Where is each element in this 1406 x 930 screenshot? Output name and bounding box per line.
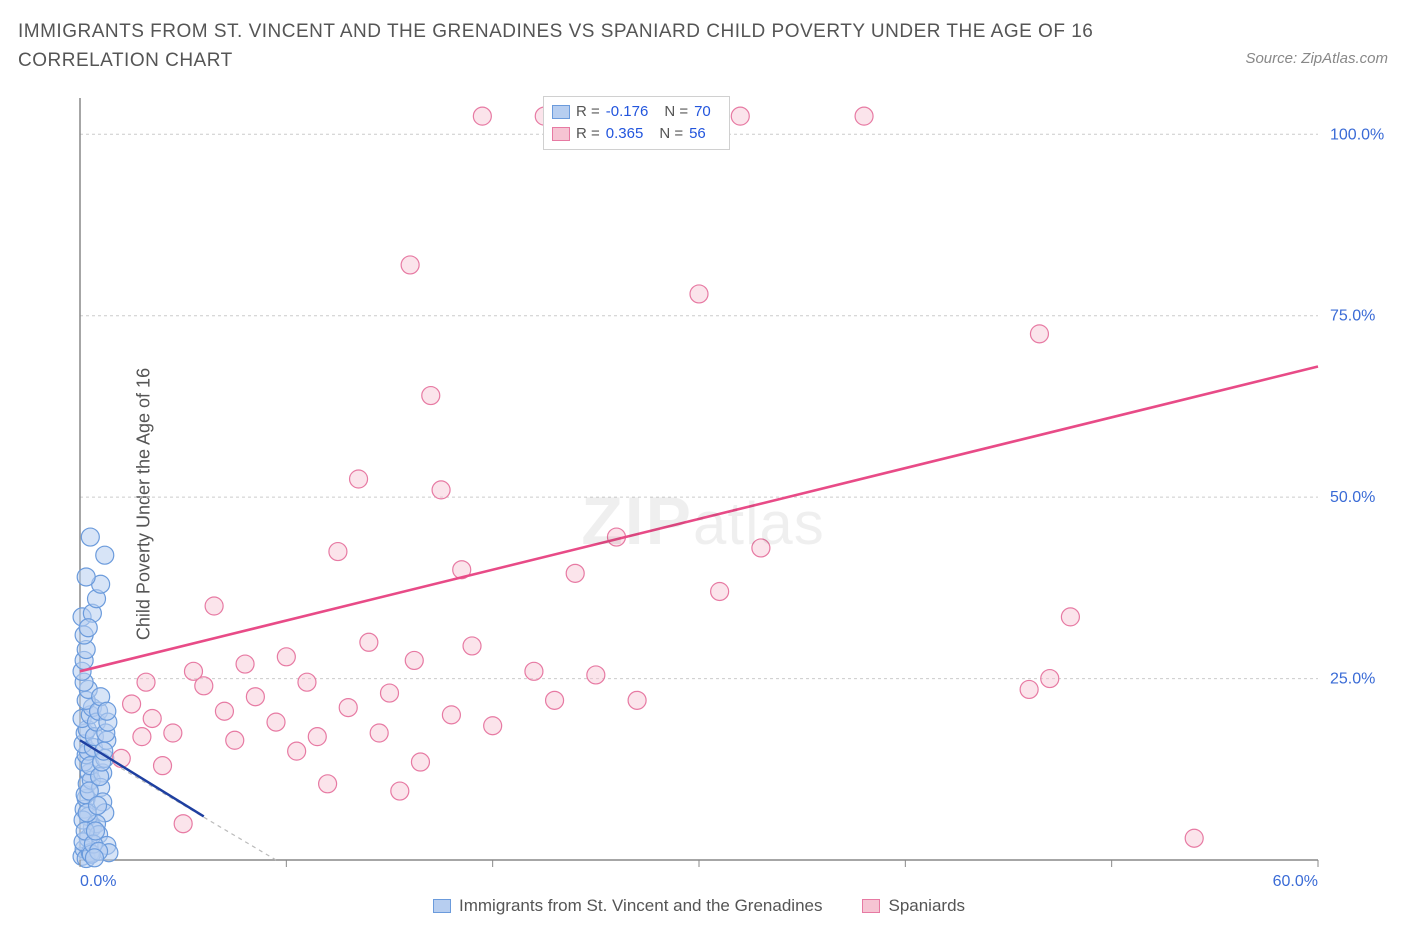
data-point [473, 107, 491, 125]
data-point [381, 684, 399, 702]
data-point [89, 797, 107, 815]
data-point [587, 666, 605, 684]
data-point [422, 387, 440, 405]
correlation-legend-row: R = 0.365 N = 56 [552, 123, 721, 145]
data-point [205, 597, 223, 615]
data-point [1061, 608, 1079, 626]
data-point [277, 648, 295, 666]
data-point [484, 717, 502, 735]
series-legend-label: Spaniards [888, 896, 965, 916]
chart-title: IMMIGRANTS FROM ST. VINCENT AND THE GREN… [18, 18, 1118, 75]
source-attribution: Source: ZipAtlas.com [1245, 50, 1388, 67]
series-legend: Immigrants from St. Vincent and the Gren… [433, 896, 965, 916]
data-point [546, 691, 564, 709]
svg-text:75.0%: 75.0% [1330, 308, 1375, 325]
data-point [143, 709, 161, 727]
data-point [195, 677, 213, 695]
data-point [855, 107, 873, 125]
data-point [85, 849, 103, 867]
data-point [411, 753, 429, 771]
correlation-legend-row: R = -0.176 N = 70 [552, 101, 721, 123]
data-point [401, 256, 419, 274]
legend-swatch [433, 899, 451, 913]
data-point [711, 582, 729, 600]
data-point [370, 724, 388, 742]
series-legend-item: Immigrants from St. Vincent and the Gren… [433, 896, 822, 916]
data-point [731, 107, 749, 125]
data-point [137, 673, 155, 691]
n-label: N = [664, 101, 688, 123]
chart-container: Child Poverty Under the Age of 16 0.0%60… [18, 90, 1388, 918]
r-value: -0.176 [606, 101, 649, 123]
data-point [350, 470, 368, 488]
legend-swatch [552, 105, 570, 119]
data-point [226, 731, 244, 749]
correlation-legend: R =-0.176N =70R =0.365N =56 [543, 96, 730, 150]
data-point [463, 637, 481, 655]
data-point [1030, 325, 1048, 343]
svg-text:60.0%: 60.0% [1273, 873, 1318, 890]
data-point [236, 655, 254, 673]
data-point [86, 822, 104, 840]
r-value: 0.365 [606, 123, 644, 145]
chart-header: IMMIGRANTS FROM ST. VINCENT AND THE GREN… [18, 18, 1388, 75]
data-point [690, 285, 708, 303]
data-point [319, 775, 337, 793]
n-value: 70 [694, 101, 711, 123]
data-point [1041, 670, 1059, 688]
legend-swatch [862, 899, 880, 913]
data-point [360, 633, 378, 651]
data-point [133, 728, 151, 746]
data-point [1020, 680, 1038, 698]
trend-line [80, 367, 1318, 672]
data-point [308, 728, 326, 746]
data-point [79, 619, 97, 637]
r-label: R = [576, 123, 600, 145]
data-point [1185, 829, 1203, 847]
legend-swatch [552, 127, 570, 141]
scatter-plot: 0.0% 60.0% 25.0% 50.0% 75.0% 100.0% [68, 90, 1388, 900]
n-value: 56 [689, 123, 706, 145]
data-point [123, 695, 141, 713]
data-point [525, 662, 543, 680]
data-point [96, 546, 114, 564]
n-label: N = [659, 123, 683, 145]
r-label: R = [576, 101, 600, 123]
series-legend-label: Immigrants from St. Vincent and the Gren… [459, 896, 822, 916]
data-point [391, 782, 409, 800]
data-point [215, 702, 233, 720]
svg-text:50.0%: 50.0% [1330, 489, 1375, 506]
data-point [298, 673, 316, 691]
data-point [77, 568, 95, 586]
svg-text:100.0%: 100.0% [1330, 126, 1384, 143]
data-point [628, 691, 646, 709]
series-legend-item: Spaniards [862, 896, 965, 916]
data-point [752, 539, 770, 557]
data-point [174, 815, 192, 833]
data-point [98, 702, 116, 720]
data-point [288, 742, 306, 760]
data-point [329, 543, 347, 561]
data-point [81, 528, 99, 546]
data-point [432, 481, 450, 499]
data-point [566, 564, 584, 582]
data-point [164, 724, 182, 742]
data-point [246, 688, 264, 706]
svg-text:0.0%: 0.0% [80, 873, 116, 890]
data-point [405, 651, 423, 669]
data-point [442, 706, 460, 724]
svg-text:25.0%: 25.0% [1330, 671, 1375, 688]
data-point [339, 699, 357, 717]
data-point [267, 713, 285, 731]
data-point [154, 757, 172, 775]
